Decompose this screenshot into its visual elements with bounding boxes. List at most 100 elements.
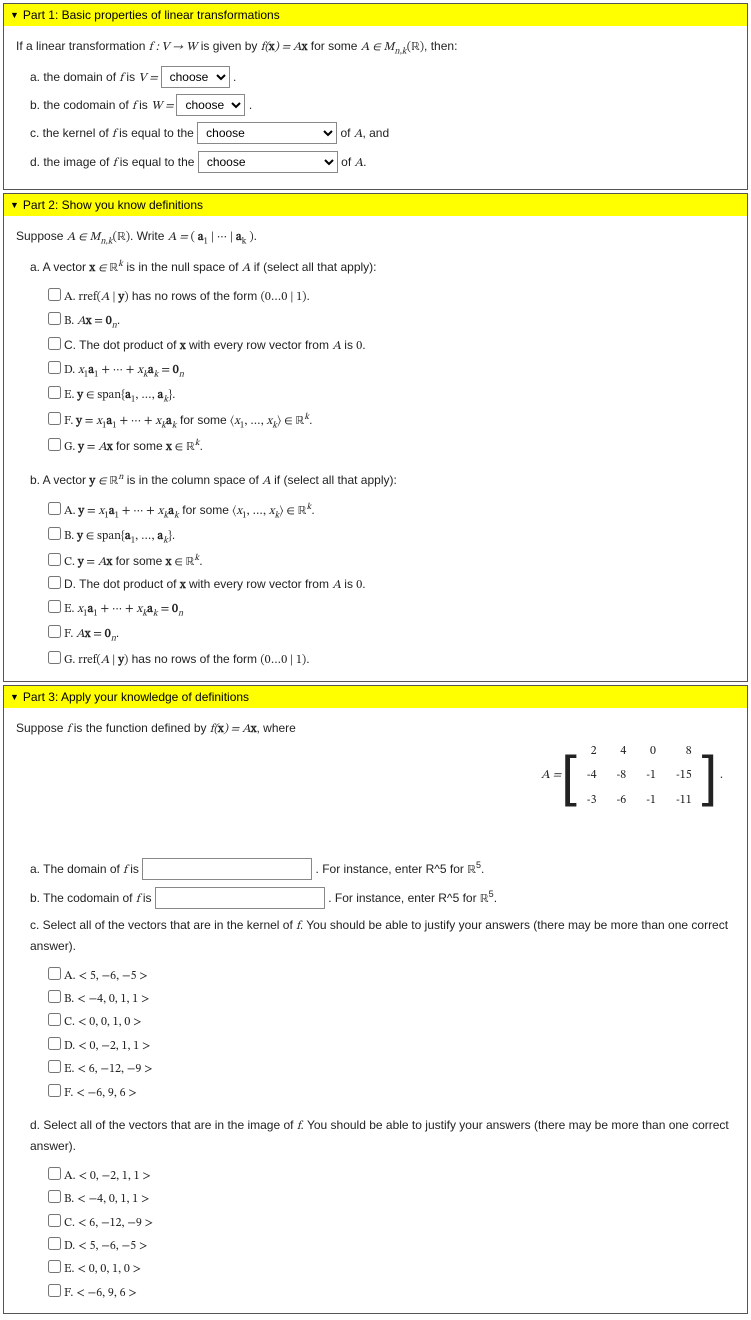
checkbox[interactable]	[48, 527, 61, 540]
opt-2b-D[interactable]: D. The dot product of x with every row v…	[44, 572, 735, 595]
opt-3d-E[interactable]: E. < 0, 0, 1, 0 >	[44, 1256, 735, 1279]
text: , and	[362, 126, 389, 140]
opt-3c-F[interactable]: F. < −6, 9, 6 >	[44, 1080, 735, 1103]
opt-2b-B[interactable]: B. y ∈ span{a1, …, ak}.	[44, 523, 735, 549]
checkbox[interactable]	[48, 337, 61, 350]
part3-b: b. The codomain of f is . For instance, …	[30, 887, 735, 909]
part3-suppose: Suppose f is the function defined by f(x…	[16, 718, 735, 739]
checkbox[interactable]	[48, 576, 61, 589]
text: is equal to the	[120, 155, 198, 169]
opt-3c-E[interactable]: E. < 6, −12, −9 >	[44, 1056, 735, 1079]
checkbox[interactable]	[48, 386, 61, 399]
opt-2b-G[interactable]: G. rref(A | y) has no rows of the form (…	[44, 647, 735, 670]
opt-3c-B[interactable]: B. < −4, 0, 1, 1 >	[44, 986, 735, 1009]
text: . For instance, enter R^5 for	[316, 862, 468, 876]
opt-2a-B[interactable]: B. Ax = 0n.	[44, 308, 735, 334]
text: If a linear transformation	[16, 39, 149, 53]
checkbox[interactable]	[48, 1190, 61, 1203]
opt-3d-B[interactable]: B. < −4, 0, 1, 1 >	[44, 1186, 735, 1209]
opt-2a-C[interactable]: C. The dot product of x with every row v…	[44, 333, 735, 356]
part1-b-select[interactable]: choose	[176, 94, 245, 116]
math-f-map: f : V → W	[149, 41, 198, 53]
checkbox[interactable]	[48, 502, 61, 515]
opt-3d-A[interactable]: A. < 0, −2, 1, 1 >	[44, 1163, 735, 1186]
checkbox[interactable]	[48, 1284, 61, 1297]
text: is the function defined by	[74, 721, 210, 735]
part2-header[interactable]: ▼ Part 2: Show you know definitions	[4, 194, 747, 216]
opt-3d-D[interactable]: D. < 5, −6, −5 >	[44, 1233, 735, 1256]
text: is equal to the	[119, 126, 197, 140]
part2-b-options: A. y = x1a1 + ··· + xkak for some ⟨x1, ……	[44, 498, 735, 671]
text: of	[340, 126, 353, 140]
opt-3c-D[interactable]: D. < 0, −2, 1, 1 >	[44, 1033, 735, 1056]
text: if (select all that apply):	[254, 260, 377, 274]
checkbox[interactable]	[48, 1084, 61, 1097]
checkbox[interactable]	[48, 625, 61, 638]
text: is	[130, 862, 142, 876]
opt-3d-F[interactable]: F. < −6, 9, 6 >	[44, 1280, 735, 1303]
part3-c-intro: c. Select all of the vectors that are in…	[30, 915, 735, 957]
math-A-in-M: A ∈ Mn,k	[361, 41, 407, 53]
checkbox[interactable]	[48, 1060, 61, 1073]
part1-header[interactable]: ▼ Part 1: Basic properties of linear tra…	[4, 4, 747, 26]
opt-2a-E[interactable]: E. y ∈ span{a1, …, ak}.	[44, 382, 735, 408]
opt-2b-F[interactable]: F. Ax = 0n.	[44, 621, 735, 647]
text: is	[126, 70, 138, 84]
checkbox[interactable]	[48, 1167, 61, 1180]
text: c. the kernel of	[30, 126, 112, 140]
part1-d-select[interactable]: choose	[198, 151, 338, 173]
part3-d-options: A. < 0, −2, 1, 1 > B. < −4, 0, 1, 1 > C.…	[44, 1163, 735, 1303]
domain-input[interactable]	[142, 858, 312, 880]
part1-c-select[interactable]: choose	[197, 122, 337, 144]
checkbox[interactable]	[48, 1260, 61, 1273]
text: . For instance, enter R^5 for	[328, 891, 480, 905]
text: .	[363, 155, 366, 169]
text: . Write	[130, 229, 168, 243]
text: a. The domain of	[30, 862, 123, 876]
checkbox[interactable]	[48, 412, 61, 425]
opt-2a-A[interactable]: A. rref(A | y) has no rows of the form (…	[44, 284, 735, 307]
checkbox[interactable]	[48, 1237, 61, 1250]
text: is in the column space of	[127, 473, 262, 487]
left-bracket-icon	[561, 750, 577, 802]
checkbox[interactable]	[48, 288, 61, 301]
matrix-table: 2408 -4-8-1-15 -3-6-1-11	[577, 739, 702, 812]
opt-2a-G[interactable]: G. y = Ax for some x ∈ ℝk.	[44, 434, 735, 457]
checkbox[interactable]	[48, 1214, 61, 1227]
text: b. A vector	[30, 473, 89, 487]
codomain-input[interactable]	[155, 887, 325, 909]
opt-2a-F[interactable]: F. y = x1a1 + ··· + xkak for some ⟨x1, ……	[44, 408, 735, 434]
checkbox[interactable]	[48, 600, 61, 613]
checkbox[interactable]	[48, 438, 61, 451]
opt-2b-C[interactable]: C. y = Ax for some x ∈ ℝk.	[44, 549, 735, 572]
checkbox[interactable]	[48, 312, 61, 325]
text: if (select all that apply):	[274, 473, 397, 487]
checkbox[interactable]	[48, 990, 61, 1003]
text: c. Select all of the vectors that are in…	[30, 918, 296, 932]
part2-a-intro: a. A vector x ∈ ℝk is in the null space …	[30, 256, 735, 278]
opt-2b-A[interactable]: A. y = x1a1 + ··· + xkak for some ⟨x1, ……	[44, 498, 735, 524]
checkbox[interactable]	[48, 553, 61, 566]
part3-a: a. The domain of f is . For instance, en…	[30, 858, 735, 880]
text: Suppose	[16, 229, 67, 243]
checkbox[interactable]	[48, 361, 61, 374]
opt-3c-A[interactable]: A. < 5, −6, −5 >	[44, 963, 735, 986]
checkbox[interactable]	[48, 967, 61, 980]
part1-a-select[interactable]: choose	[161, 66, 230, 88]
opt-3d-C[interactable]: C. < 6, −12, −9 >	[44, 1210, 735, 1233]
part1-c: c. the kernel of f is equal to the choos…	[30, 122, 735, 144]
checkbox[interactable]	[48, 1013, 61, 1026]
text: .	[481, 862, 484, 876]
text: .	[494, 891, 497, 905]
part2-body: Suppose A ∈ Mn,k(ℝ). Write A = ( a1 | ··…	[4, 216, 747, 680]
opt-3c-C[interactable]: C. < 0, 0, 1, 0 >	[44, 1009, 735, 1032]
part1-a: a. the domain of f is V = choose .	[30, 66, 735, 88]
part1-title: Part 1: Basic properties of linear trans…	[23, 8, 280, 22]
checkbox[interactable]	[48, 651, 61, 664]
part3-d-intro: d. Select all of the vectors that are in…	[30, 1115, 735, 1157]
opt-2a-D[interactable]: D. x1a1 + ··· + xkak = 0n	[44, 357, 735, 383]
part3-c-options: A. < 5, −6, −5 > B. < −4, 0, 1, 1 > C. <…	[44, 963, 735, 1103]
part3-header[interactable]: ▼ Part 3: Apply your knowledge of defini…	[4, 686, 747, 708]
opt-2b-E[interactable]: E. x1a1 + ··· + xkak = 0n	[44, 596, 735, 622]
checkbox[interactable]	[48, 1037, 61, 1050]
